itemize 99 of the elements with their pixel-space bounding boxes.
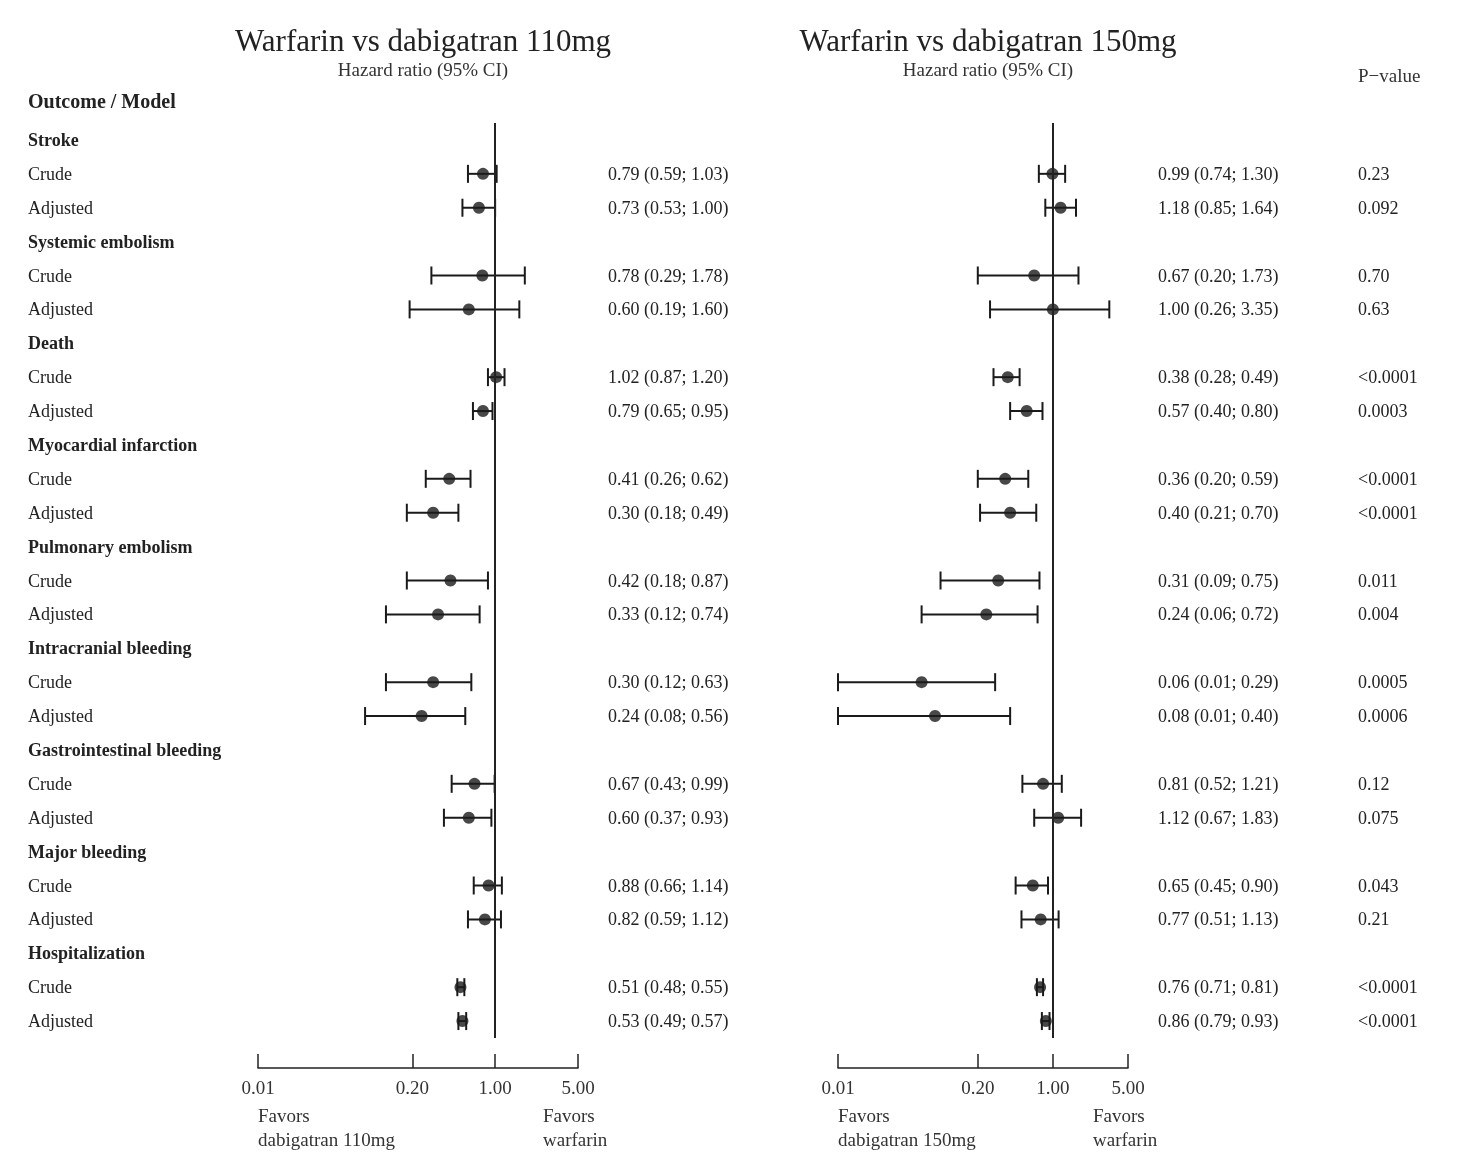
data-label: 1.12 (0.67; 1.83): [1158, 807, 1279, 829]
text: 0.092: [1358, 197, 1399, 218]
text: 0.0003: [1358, 401, 1408, 422]
data-label: 0.24 (0.08; 0.56): [608, 706, 729, 728]
y-tick-label: Adjusted: [28, 706, 93, 727]
data-label: 0.67 (0.43; 0.99): [608, 773, 729, 795]
data-label: 0.42 (0.18; 0.87): [608, 570, 729, 592]
y-tick-label: Intracranial bleeding: [28, 638, 192, 659]
y-tick-label: Crude: [28, 773, 72, 794]
y-tick-label: Adjusted: [28, 502, 93, 523]
text: 0.0005: [1358, 672, 1408, 693]
data-label: 0.30 (0.18; 0.49): [608, 502, 729, 524]
y-tick-label: Crude: [28, 672, 72, 693]
text: Favors dabigatran 150mg: [838, 1104, 977, 1150]
y-tick-label: Stroke: [28, 129, 79, 150]
text: 0.004: [1358, 604, 1399, 625]
y-tick-label: Gastrointestinal bleeding: [28, 739, 222, 760]
y-tick-label: Crude: [28, 163, 72, 184]
data-label: 0.33 (0.12; 0.74): [608, 604, 729, 626]
text: 0.075: [1358, 807, 1399, 828]
data-label: 0.08 (0.01; 0.40): [1158, 706, 1279, 728]
data-label: 1.00 (0.26; 3.35): [1158, 299, 1279, 321]
data-label: 0.40 (0.21; 0.70): [1158, 502, 1279, 524]
x-tick-label: 5.00: [561, 1077, 595, 1098]
y-tick-label: Adjusted: [28, 401, 93, 422]
chart-title: Warfarin vs dabigatran 150mg: [799, 23, 1177, 58]
y-tick-label: Adjusted: [28, 197, 93, 218]
text: Favors warfarin: [543, 1104, 608, 1150]
text: P−value: [1358, 65, 1421, 86]
data-label: 0.82 (0.59; 1.12): [608, 909, 729, 931]
data-label: 0.73 (0.53; 1.00): [608, 197, 729, 219]
data-label: 0.53 (0.49; 0.57): [608, 1011, 729, 1033]
data-label: 0.67 (0.20; 1.73): [1158, 265, 1279, 287]
y-tick-label: Crude: [28, 468, 72, 489]
text: Favors warfarin: [1093, 1104, 1158, 1150]
y-tick-label: Crude: [28, 570, 72, 591]
y-tick-label: Crude: [28, 265, 72, 286]
y-tick-label: Death: [28, 333, 74, 354]
text: 0.21: [1358, 909, 1390, 930]
text: <0.0001: [1358, 977, 1418, 998]
text: 0.0006: [1358, 706, 1408, 727]
y-tick-label: Systemic embolism: [28, 231, 175, 252]
data-label: 0.51 (0.48; 0.55): [608, 977, 729, 999]
data-label: 0.41 (0.26; 0.62): [608, 468, 729, 490]
data-label: 0.81 (0.52; 1.21): [1158, 773, 1279, 795]
chart-title: Warfarin vs dabigatran 110mg: [235, 23, 611, 58]
y-tick-label: Adjusted: [28, 299, 93, 320]
data-label: 0.31 (0.09; 0.75): [1158, 570, 1279, 592]
x-tick-label: 0.20: [961, 1077, 995, 1098]
data-label: 0.06 (0.01; 0.29): [1158, 672, 1279, 694]
x-tick-label: 0.20: [395, 1077, 429, 1098]
y-tick-label: Adjusted: [28, 909, 93, 930]
y-tick-label: Adjusted: [28, 604, 93, 625]
x-tick-label: 0.01: [241, 1077, 275, 1098]
y-tick-label: Hospitalization: [28, 943, 146, 964]
text: 0.23: [1358, 163, 1390, 184]
text: <0.0001: [1358, 367, 1418, 388]
data-label: 0.79 (0.59; 1.03): [608, 163, 729, 185]
text: <0.0001: [1358, 1011, 1418, 1032]
data-label: 0.38 (0.28; 0.49): [1158, 367, 1279, 389]
text: <0.0001: [1358, 468, 1418, 489]
data-label: 0.78 (0.29; 1.78): [608, 265, 729, 287]
data-label: 0.57 (0.40; 0.80): [1158, 401, 1279, 423]
data-label: 0.79 (0.65; 0.95): [608, 401, 729, 423]
y-tick-label: Crude: [28, 367, 72, 388]
data-label: 1.02 (0.87; 1.20): [608, 367, 729, 389]
data-label: 0.77 (0.51; 1.13): [1158, 909, 1279, 931]
x-tick-label: 0.01: [821, 1077, 855, 1098]
y-tick-label: Myocardial infarction: [28, 434, 198, 455]
y-tick-label: Crude: [28, 977, 72, 998]
y-tick-label: Adjusted: [28, 807, 93, 828]
x-tick-label: 1.00: [1036, 1077, 1070, 1098]
y-tick-label: Crude: [28, 875, 72, 896]
x-tick-label: 1.00: [478, 1077, 512, 1098]
text: Favors dabigatran 110mg: [258, 1104, 396, 1150]
y-tick-label: Pulmonary embolism: [28, 536, 193, 557]
y-tick-label: Adjusted: [28, 1011, 93, 1032]
data-label: 0.88 (0.66; 1.14): [608, 875, 729, 897]
y-axis-title: Outcome / Model: [28, 90, 177, 112]
text: 0.043: [1358, 875, 1399, 896]
data-label: 0.60 (0.37; 0.93): [608, 807, 729, 829]
y-tick-label: Major bleeding: [28, 841, 147, 862]
data-label: 0.36 (0.20; 0.59): [1158, 468, 1279, 490]
text: 0.12: [1358, 773, 1390, 794]
x-tick-label: 5.00: [1111, 1077, 1145, 1098]
text: 0.011: [1358, 570, 1398, 591]
data-label: 1.18 (0.85; 1.64): [1158, 197, 1279, 219]
data-label: 0.99 (0.74; 1.30): [1158, 163, 1279, 185]
text: 0.63: [1358, 299, 1390, 320]
data-label: 0.65 (0.45; 0.90): [1158, 875, 1279, 897]
chart-subtitle: Hazard ratio (95% CI): [337, 59, 509, 81]
text: 0.70: [1358, 265, 1390, 286]
data-label: 0.30 (0.12; 0.63): [608, 672, 729, 694]
data-label: 0.60 (0.19; 1.60): [608, 299, 729, 321]
data-label: 0.86 (0.79; 0.93): [1158, 1011, 1279, 1033]
data-label: 0.76 (0.71; 0.81): [1158, 977, 1279, 999]
chart-subtitle: Hazard ratio (95% CI): [902, 59, 1074, 81]
data-label: 0.24 (0.06; 0.72): [1158, 604, 1279, 626]
text: <0.0001: [1358, 502, 1418, 523]
